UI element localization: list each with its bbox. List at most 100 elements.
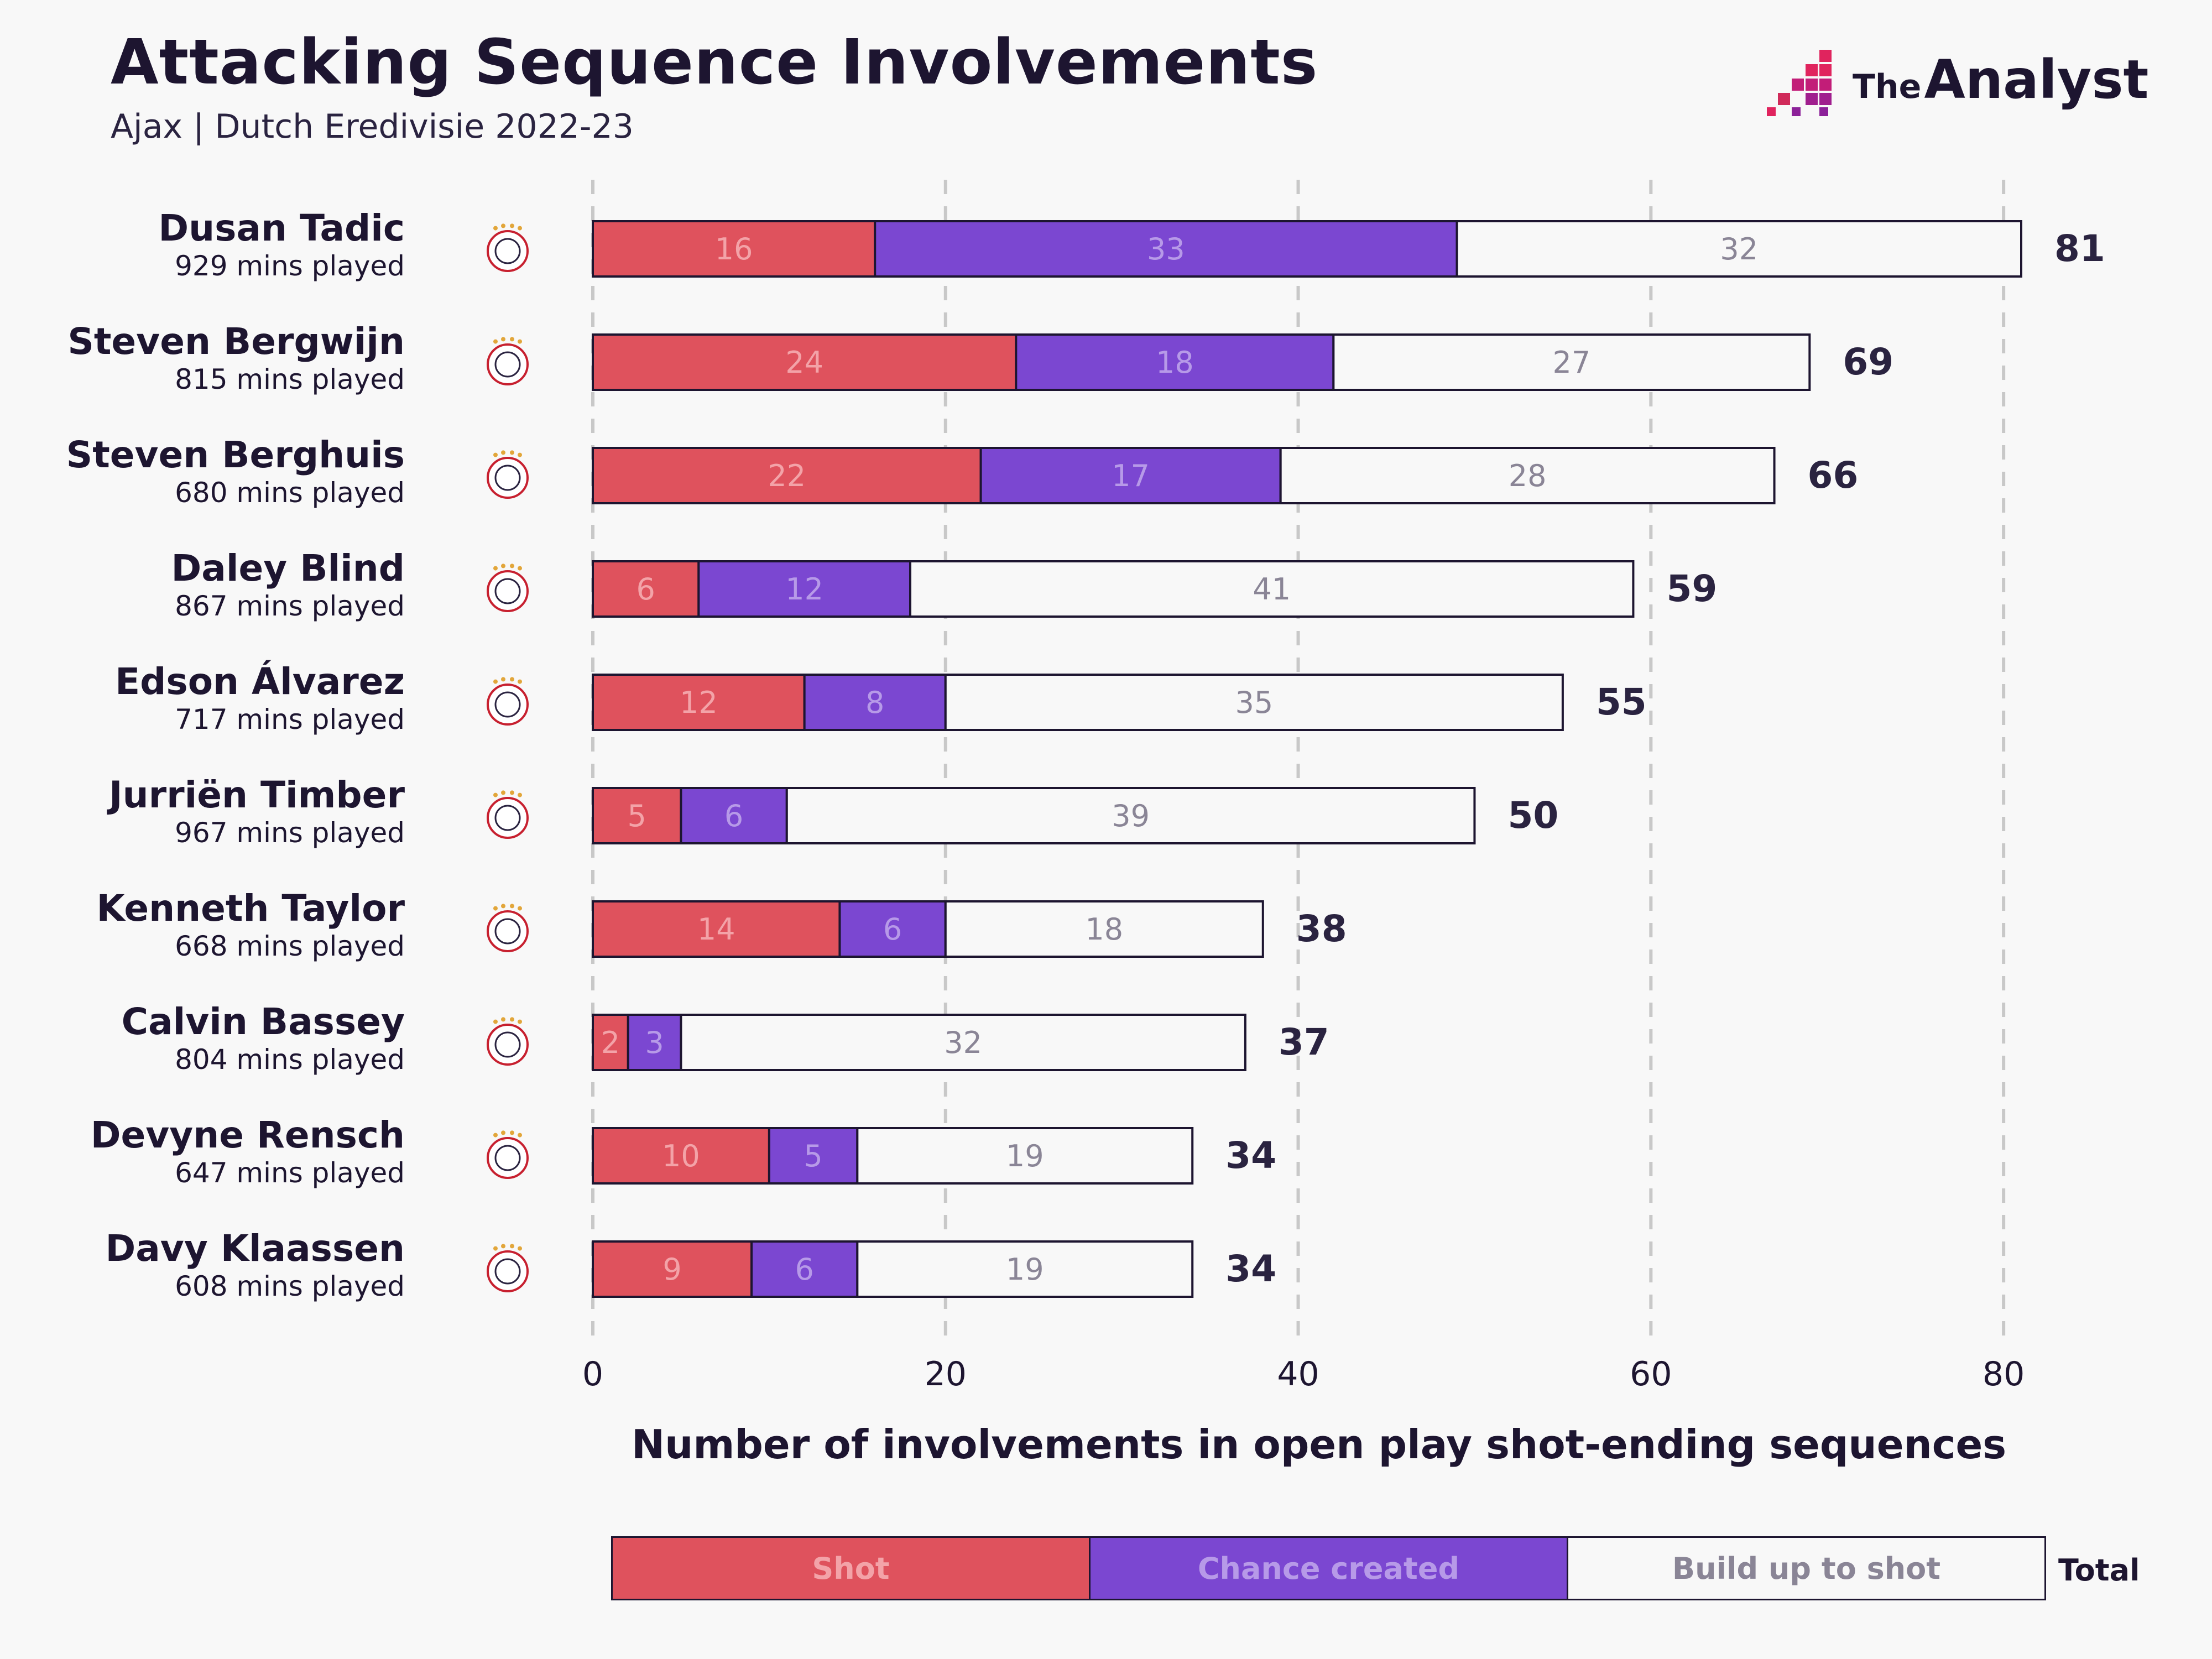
ajax-crest-icon	[487, 910, 529, 952]
brand-the: The	[1853, 67, 1922, 106]
player-name: Dusan Tadic	[158, 207, 405, 249]
player-name: Devyne Rensch	[91, 1114, 405, 1156]
bar-label-chance: 5	[804, 1139, 822, 1173]
crest-star-icon	[518, 792, 522, 797]
total-label: 34	[1225, 1134, 1276, 1177]
player-name: Steven Berghuis	[66, 434, 405, 476]
ajax-crest-icon	[487, 1250, 529, 1292]
ajax-crest-icon	[487, 1024, 529, 1066]
ajax-crest-icon	[487, 230, 529, 272]
bar-label-shot: 12	[680, 685, 718, 720]
crest-star-icon	[501, 337, 505, 342]
x-tick-label: 80	[1983, 1355, 2025, 1394]
bar-label-shot: 9	[662, 1252, 681, 1287]
bar-shot	[592, 220, 877, 278]
legend-chance-created: Chance created	[1091, 1538, 1568, 1599]
bar-build	[1332, 333, 1811, 391]
total-label: 38	[1296, 907, 1347, 950]
player-name: Daley Blind	[171, 547, 405, 589]
bar-label-build: 39	[1112, 799, 1150, 833]
player-minutes: 967 mins played	[175, 817, 405, 849]
bar-shot	[592, 560, 700, 618]
crest-star-icon	[510, 337, 514, 342]
brand-analyst: Analyst	[1924, 49, 2149, 111]
crest-star-icon	[501, 677, 505, 682]
crest-star-icon	[493, 339, 498, 344]
bar-chance	[1015, 333, 1335, 391]
bar-build	[944, 674, 1564, 731]
bar-label-chance: 6	[883, 912, 902, 947]
bar-build	[856, 1240, 1194, 1298]
bar-build	[909, 560, 1635, 618]
crest-star-icon	[510, 904, 514, 909]
crest-star-icon	[510, 223, 514, 228]
crest-star-icon	[518, 1133, 522, 1138]
crest-star-icon	[493, 1133, 498, 1138]
crest-star-icon	[518, 1019, 522, 1024]
crest-star-icon	[518, 1246, 522, 1251]
bar-label-chance: 6	[724, 799, 743, 833]
bar-build	[785, 787, 1476, 844]
bar-chance	[680, 787, 788, 844]
crest-star-icon	[510, 564, 514, 568]
bar-shot	[592, 674, 806, 731]
crest-star-icon	[493, 906, 498, 911]
crest-star-icon	[510, 450, 514, 455]
total-label: 50	[1507, 794, 1558, 837]
bar-label-shot: 2	[601, 1025, 620, 1060]
bar-shot	[592, 333, 1018, 391]
crest-star-icon	[501, 1244, 505, 1249]
chart-subtitle: Ajax | Dutch Eredivisie 2022-23	[111, 107, 634, 146]
player-name: Edson Álvarez	[115, 660, 405, 703]
crest-star-icon	[510, 1017, 514, 1022]
crest-star-icon	[493, 226, 498, 231]
bar-label-chance: 12	[785, 572, 823, 607]
bar-chance	[627, 1014, 682, 1071]
bar-label-build: 28	[1509, 458, 1547, 493]
bar-label-build: 27	[1552, 345, 1590, 380]
ajax-crest-icon	[487, 1137, 529, 1179]
player-name: Kenneth Taylor	[96, 887, 405, 930]
bar-label-build: 35	[1235, 685, 1273, 720]
player-name: Calvin Bassey	[122, 1000, 405, 1043]
stacked-bar-chart: 0 20 40 60 80 Number of involvements in open …	[66, 180, 2105, 1468]
x-tick-label: 0	[582, 1355, 603, 1394]
player-minutes: 815 mins played	[175, 363, 405, 395]
legend-shot: Shot	[613, 1538, 1091, 1599]
x-axis-title: Number of involvements in open play shot…	[632, 1421, 2006, 1468]
bar-label-shot: 22	[768, 458, 806, 493]
crest-star-icon	[518, 566, 522, 571]
bar-shot	[592, 1127, 770, 1185]
crest-star-icon	[510, 1130, 514, 1135]
crest-star-icon	[493, 566, 498, 571]
crest-star-icon	[501, 790, 505, 795]
bar-label-chance: 17	[1112, 458, 1150, 493]
player-minutes: 608 mins played	[175, 1270, 405, 1302]
player-minutes: 717 mins played	[175, 703, 405, 735]
bar-label-shot: 14	[697, 912, 735, 947]
total-label: 55	[1596, 681, 1647, 723]
ajax-crest-icon-inner	[494, 691, 521, 718]
crest-star-icon	[501, 564, 505, 568]
bar-chance	[750, 1240, 859, 1298]
crest-star-icon	[510, 790, 514, 795]
bar-chance	[768, 1127, 859, 1185]
bar-label-build: 41	[1253, 572, 1291, 607]
bar-build	[944, 900, 1264, 958]
ajax-crest-icon-inner	[494, 238, 521, 264]
ajax-crest-icon	[487, 570, 529, 612]
bar-label-build: 32	[1720, 232, 1758, 267]
player-name: Davy Klaassen	[105, 1227, 405, 1270]
bar-label-shot: 24	[785, 345, 823, 380]
bar-label-chance: 8	[865, 685, 884, 720]
crest-star-icon	[493, 792, 498, 797]
bar-label-shot: 6	[636, 572, 655, 607]
bar-chance	[838, 900, 947, 958]
ajax-crest-icon-inner	[494, 578, 521, 604]
ajax-crest-icon-inner	[494, 351, 521, 378]
crest-star-icon	[501, 1017, 505, 1022]
ajax-crest-icon-inner	[494, 1258, 521, 1285]
ajax-crest-icon	[487, 684, 529, 726]
bar-label-chance: 6	[795, 1252, 813, 1287]
chart-title: Attacking Sequence Involvements	[111, 27, 1318, 98]
